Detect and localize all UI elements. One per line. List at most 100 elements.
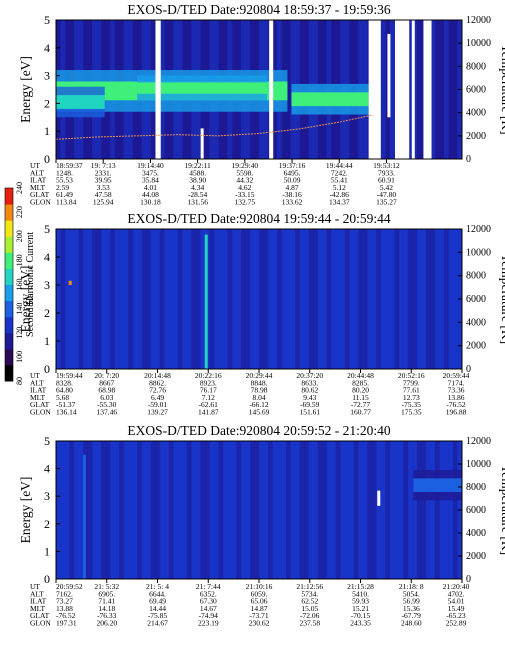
texture-stripe: [376, 441, 382, 579]
orbit-cell: 237.58: [299, 619, 320, 628]
orbit-cell: -75.35: [402, 400, 422, 409]
orbit-cell: 21:10:16: [246, 582, 273, 591]
orbit-row-label: MLT: [30, 393, 46, 402]
y-tick-label: 2: [44, 517, 50, 531]
spike-mark: [68, 280, 72, 285]
orbit-row-label: ILAT: [30, 386, 47, 395]
texture-stripe: [213, 229, 219, 369]
orbit-row-label: ALT: [30, 378, 44, 387]
texture-stripe: [362, 441, 368, 579]
orbit-cell: 8923.: [200, 378, 217, 387]
texture-stripe: [362, 229, 368, 369]
data-gap: [368, 20, 381, 159]
texture-stripe: [259, 229, 265, 369]
orbit-cell: 5410.: [352, 589, 369, 598]
texture-stripe: [231, 441, 237, 579]
texture-stripe: [286, 441, 292, 579]
texture-stripe: [358, 441, 364, 579]
texture-stripe: [105, 229, 111, 369]
texture-stripe: [146, 229, 152, 369]
orbit-cell: 20:59:52: [56, 582, 83, 591]
data-gap: [423, 20, 432, 159]
orbit-cell: 6.03: [100, 393, 113, 402]
orbit-row-label: GLON: [30, 619, 51, 628]
orbit-cell: 19:37:16: [279, 161, 306, 170]
orbit-cell: 65.06: [251, 597, 268, 606]
orbit-cell: 73.36: [448, 386, 465, 395]
orbit-cell: 252.89: [446, 619, 467, 628]
texture-stripe: [218, 441, 224, 579]
y-tick-label: 2: [44, 306, 50, 320]
orbit-cell: 21:18: 8: [399, 582, 424, 591]
y-tick-label-right: 6000: [466, 85, 486, 96]
orbit-cell: 14.44: [149, 604, 166, 613]
orbit-cell: -76.33: [97, 611, 117, 620]
texture-stripe: [299, 229, 305, 369]
colorbar-segment: [5, 364, 13, 382]
texture-stripe: [367, 441, 373, 579]
texture-stripe: [236, 441, 242, 579]
texture-stripe: [281, 229, 287, 369]
texture-stripe: [398, 441, 404, 579]
orbit-cell: 4.01: [144, 183, 157, 192]
texture-stripe: [87, 441, 93, 579]
texture-stripe: [168, 229, 174, 369]
y-tick-label: 1: [44, 124, 50, 138]
orbit-cell: 21:20:40: [443, 582, 470, 591]
colorbar-tick-label: 100: [15, 351, 24, 363]
orbit-cell: 73.27: [56, 597, 73, 606]
y-axis-label-right: Temperature [K]: [499, 465, 505, 555]
texture-stripe: [159, 441, 165, 579]
orbit-cell: 20:59:44: [443, 371, 470, 380]
orbit-row-label: ILAT: [30, 176, 47, 185]
orbit-cell: 14.87: [251, 604, 268, 613]
texture-stripe: [380, 20, 386, 159]
orbit-cell: 8862.: [149, 378, 166, 387]
texture-stripe: [74, 229, 80, 369]
texture-stripe: [407, 20, 413, 159]
colorbar-tick-label: 120: [15, 327, 24, 339]
y-tick-label-right: 4000: [466, 108, 486, 119]
texture-stripe: [322, 441, 328, 579]
orbit-cell: 243.35: [350, 619, 371, 628]
orbit-cell: 4702.: [448, 589, 465, 598]
orbit-row-label: GLAT: [30, 190, 50, 199]
texture-stripe: [254, 229, 260, 369]
texture-stripe: [443, 441, 449, 579]
texture-stripe: [268, 441, 274, 579]
y-tick-label-right: 10000: [466, 459, 491, 470]
y-tick-label-right: 6000: [466, 294, 486, 305]
texture-stripe: [101, 441, 107, 579]
orbit-cell: 136.14: [56, 408, 77, 417]
texture-stripe: [236, 229, 242, 369]
orbit-cell: 80.62: [301, 386, 318, 395]
orbit-cell: -42.86: [330, 190, 350, 199]
spike-mark: [387, 33, 391, 118]
orbit-cell: -76.52: [56, 611, 76, 620]
texture-stripe: [385, 441, 391, 579]
texture-stripe: [83, 229, 89, 369]
orbit-row-label: MLT: [30, 183, 46, 192]
orbit-cell: 7.12: [202, 393, 215, 402]
orbit-cell: -28.54: [188, 190, 208, 199]
panel-title: EXOS-D/TED Date:920804 20:59:52 - 21:20:…: [127, 423, 390, 438]
orbit-cell: -66.12: [249, 400, 269, 409]
colorbar-tick-label: 220: [15, 206, 24, 218]
orbit-cell: 160.77: [350, 408, 371, 417]
colorbar-segment: [5, 188, 13, 205]
orbit-cell: 4.34: [191, 183, 204, 192]
band-core: [56, 95, 105, 109]
orbit-cell: 59.93: [352, 597, 369, 606]
orbit-cell: 39.95: [95, 176, 112, 185]
texture-stripe: [177, 229, 183, 369]
texture-stripe: [150, 229, 156, 369]
texture-stripe: [209, 229, 215, 369]
texture-stripe: [403, 229, 409, 369]
y-tick-label: 5: [44, 434, 50, 448]
orbit-cell: 8.04: [252, 393, 265, 402]
orbit-cell: 5598.: [236, 168, 253, 177]
texture-stripe: [249, 441, 255, 579]
texture-stripe: [295, 229, 301, 369]
texture-stripe: [65, 441, 71, 579]
orbit-cell: 76.17: [200, 386, 217, 395]
